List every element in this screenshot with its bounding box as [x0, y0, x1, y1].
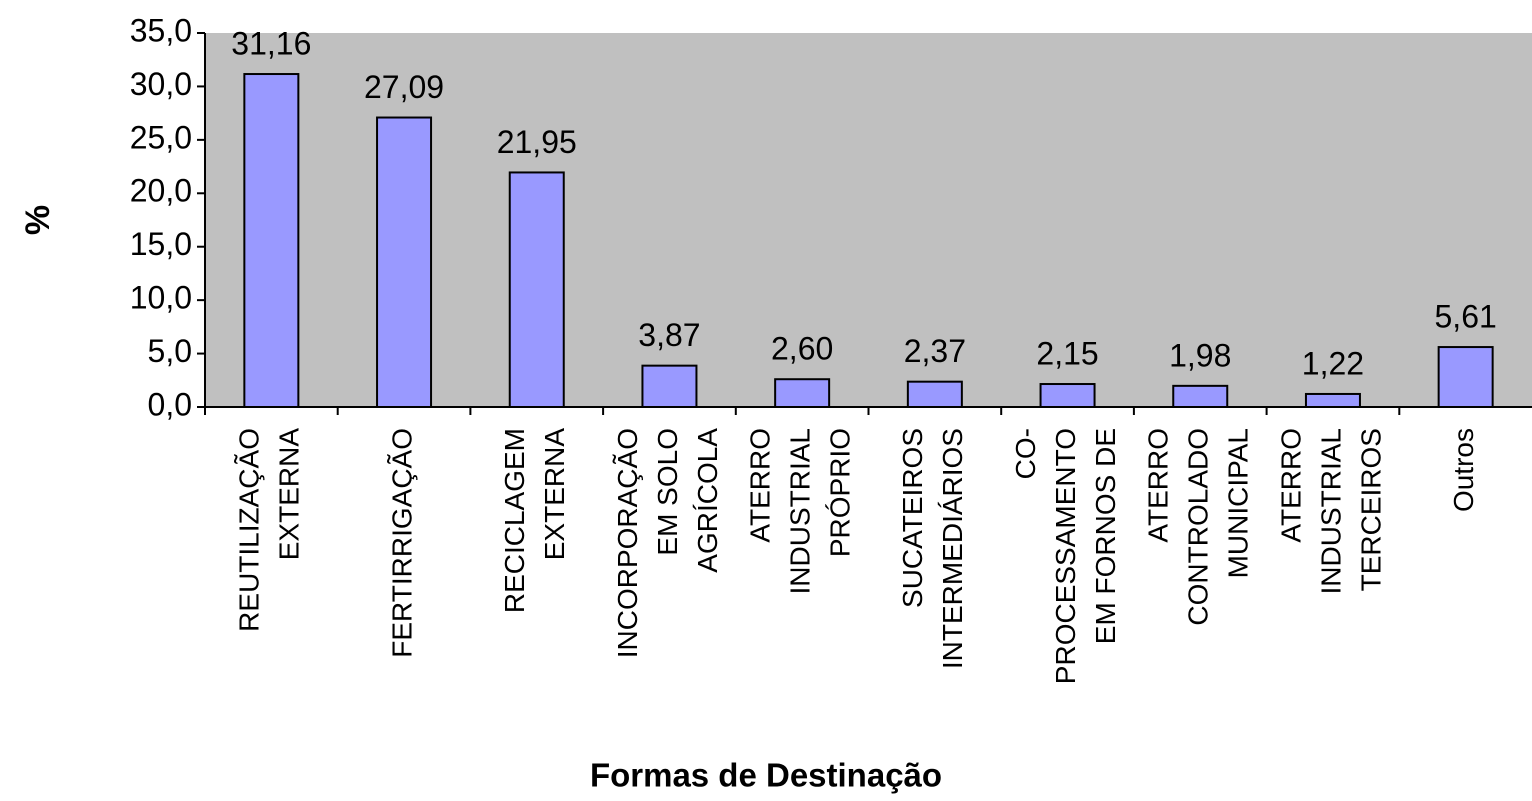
x-tick-label: ATERRO — [1143, 428, 1174, 543]
y-tick-label: 15,0 — [130, 226, 192, 262]
x-tick-label: SUCATEIROS — [897, 428, 928, 608]
bar — [1039, 383, 1096, 409]
x-tick-label: EXTERNA — [274, 428, 305, 561]
y-tick-label: 35,0 — [130, 12, 192, 48]
x-tick-label: AGRÍCOLA — [692, 428, 723, 573]
value-label: 1,98 — [1169, 337, 1231, 373]
x-tick-label: INCORPORAÇÃO — [612, 428, 643, 658]
x-tick-label: EM SOLO — [652, 428, 683, 556]
x-axis-label: Formas de Destinação — [590, 757, 942, 794]
x-tick-label: PROCESSAMENTO — [1050, 428, 1081, 684]
y-tick-label: 20,0 — [130, 173, 192, 209]
bar — [376, 116, 433, 409]
value-label: 3,87 — [638, 317, 700, 353]
x-tick-label: MUNICIPAL — [1223, 428, 1254, 578]
bar — [1304, 392, 1361, 409]
bar — [641, 364, 698, 408]
x-tick-label: CONTROLADO — [1183, 428, 1214, 626]
x-tick-label: EM FORNOS DE — [1090, 428, 1121, 644]
bar — [1437, 346, 1494, 408]
value-label: 2,60 — [771, 331, 833, 367]
x-tick-label: REUTILIZAÇÃO — [234, 428, 265, 632]
x-tick-label: INTERMEDIÁRIOS — [937, 428, 968, 669]
x-tick-label: ATERRO — [1275, 428, 1306, 543]
value-label: 27,09 — [364, 69, 444, 105]
y-tick-label: 25,0 — [130, 119, 192, 155]
y-axis-label: % — [19, 205, 57, 235]
value-label: 31,16 — [231, 25, 311, 61]
x-tick-label: PRÓPRIO — [825, 428, 856, 557]
x-tick-label: ATERRO — [745, 428, 776, 543]
value-label: 2,37 — [904, 333, 966, 369]
x-tick-label: Outros — [1448, 428, 1479, 512]
bar — [243, 73, 300, 408]
x-tick-label: TERCEIROS — [1355, 428, 1386, 591]
x-tick-label: RECICLAGEM — [499, 428, 530, 613]
value-label: 5,61 — [1435, 299, 1497, 335]
x-tick-label: EXTERNA — [539, 428, 570, 561]
y-tick-label: 0,0 — [148, 386, 192, 422]
y-tick-label: 5,0 — [148, 333, 192, 369]
x-tick-label: CO- — [1010, 428, 1041, 479]
x-tick-label: INDUSTRIAL — [785, 428, 816, 594]
value-label: 2,15 — [1036, 335, 1098, 371]
value-label: 1,22 — [1302, 345, 1364, 381]
y-tick-label: 30,0 — [130, 66, 192, 102]
y-tick-label: 10,0 — [130, 280, 192, 316]
x-tick-label: FERTIRRIGAÇÃO — [386, 428, 417, 658]
x-tick-label: INDUSTRIAL — [1315, 428, 1346, 594]
bar — [774, 378, 831, 408]
bar — [1172, 384, 1229, 408]
value-label: 21,95 — [497, 124, 577, 160]
bar — [508, 171, 565, 408]
bar — [906, 380, 963, 409]
